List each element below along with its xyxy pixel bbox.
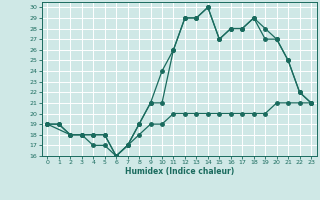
- X-axis label: Humidex (Indice chaleur): Humidex (Indice chaleur): [124, 167, 234, 176]
